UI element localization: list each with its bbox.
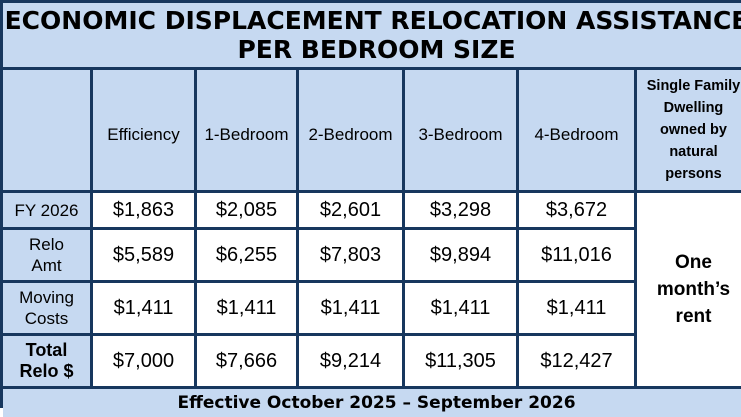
row-label-fy-2026: FY 2026 <box>3 193 90 227</box>
column-header-1-bedroom: 1-Bedroom <box>197 70 296 190</box>
row-label-line: Amt <box>31 256 62 275</box>
column-header-4-bedroom: 4-Bedroom <box>519 70 634 190</box>
single-family-value: One month’s rent <box>637 193 741 386</box>
value-moving-costs-4-bedroom: $1,411 <box>519 283 634 333</box>
single-family-header-line: owned by <box>660 122 727 138</box>
value-moving-costs-2-bedroom: $1,411 <box>299 283 402 333</box>
row-label-line: Relo $ <box>19 361 74 381</box>
row-label-total-relo: Total Relo $ <box>3 336 90 386</box>
table-title-line-1: ECONOMIC DISPLACEMENT RELOCATION ASSISTA… <box>4 6 741 35</box>
value-relo-amt-efficiency: $5,589 <box>93 230 194 280</box>
table-title: ECONOMIC DISPLACEMENT RELOCATION ASSISTA… <box>3 3 741 67</box>
row-label-line: Relo <box>29 235 64 254</box>
value-fy-2026-4-bedroom: $3,672 <box>519 193 634 227</box>
single-family-header-line: natural <box>669 144 718 160</box>
header-corner-cell <box>3 70 90 190</box>
value-fy-2026-2-bedroom: $2,601 <box>299 193 402 227</box>
value-relo-amt-4-bedroom: $11,016 <box>519 230 634 280</box>
value-fy-2026-1-bedroom: $2,085 <box>197 193 296 227</box>
single-family-header-line: persons <box>665 166 722 182</box>
value-total-relo-2-bedroom: $9,214 <box>299 336 402 386</box>
table-title-line-2: PER BEDROOM SIZE <box>237 35 516 64</box>
row-label-relo-amt: Relo Amt <box>3 230 90 280</box>
value-relo-amt-3-bedroom: $9,894 <box>405 230 516 280</box>
value-total-relo-3-bedroom: $11,305 <box>405 336 516 386</box>
value-moving-costs-1-bedroom: $1,411 <box>197 283 296 333</box>
single-family-value-line: rent <box>675 306 712 327</box>
value-fy-2026-efficiency: $1,863 <box>93 193 194 227</box>
single-family-value-line: One <box>675 252 712 273</box>
column-header-efficiency: Efficiency <box>93 70 194 190</box>
value-relo-amt-1-bedroom: $6,255 <box>197 230 296 280</box>
single-family-value-line: month’s <box>656 279 731 300</box>
column-header-3-bedroom: 3-Bedroom <box>405 70 516 190</box>
value-moving-costs-3-bedroom: $1,411 <box>405 283 516 333</box>
value-total-relo-4-bedroom: $12,427 <box>519 336 634 386</box>
column-header-2-bedroom: 2-Bedroom <box>299 70 402 190</box>
single-family-header-line: Dwelling <box>663 100 724 116</box>
row-label-line: Moving <box>19 288 74 307</box>
value-moving-costs-efficiency: $1,411 <box>93 283 194 333</box>
single-family-header-line: Single Family <box>646 78 741 94</box>
value-fy-2026-3-bedroom: $3,298 <box>405 193 516 227</box>
column-header-single-family: Single Family Dwelling owned by natural … <box>637 70 741 190</box>
row-label-moving-costs: Moving Costs <box>3 283 90 333</box>
value-total-relo-efficiency: $7,000 <box>93 336 194 386</box>
value-relo-amt-2-bedroom: $7,803 <box>299 230 402 280</box>
value-total-relo-1-bedroom: $7,666 <box>197 336 296 386</box>
effective-period-footer: Effective October 2025 – September 2026 <box>3 389 741 417</box>
row-label-line: Costs <box>24 309 69 328</box>
row-label-line: Total <box>25 340 68 360</box>
